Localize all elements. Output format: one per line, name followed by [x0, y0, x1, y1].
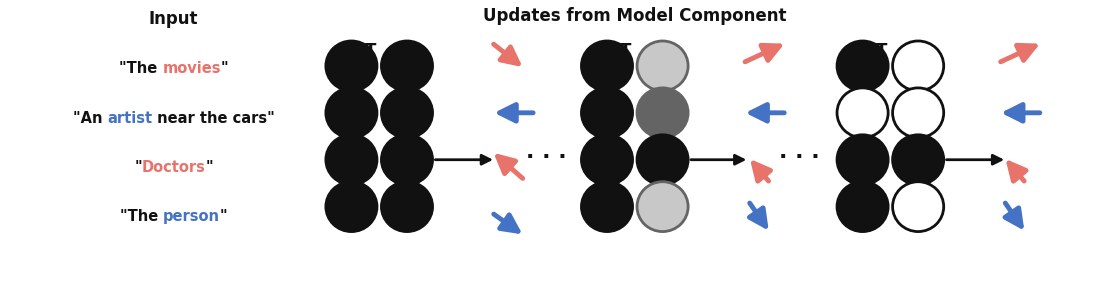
Text: ": " [219, 209, 227, 224]
Ellipse shape [326, 135, 377, 185]
Text: 0: 0 [384, 54, 392, 64]
Ellipse shape [837, 135, 888, 185]
Text: ": " [134, 160, 141, 175]
Ellipse shape [837, 88, 888, 138]
Ellipse shape [326, 182, 377, 231]
Ellipse shape [837, 41, 888, 91]
Ellipse shape [637, 182, 688, 231]
Text: "The: "The [120, 209, 163, 224]
Ellipse shape [892, 41, 944, 91]
Text: Doctors: Doctors [141, 160, 206, 175]
Text: movies: movies [163, 61, 221, 76]
Text: Input: Input [149, 10, 198, 28]
Ellipse shape [837, 182, 888, 231]
Ellipse shape [637, 41, 688, 91]
Ellipse shape [582, 135, 633, 185]
Ellipse shape [381, 88, 432, 138]
Text: "An: "An [72, 111, 107, 126]
Ellipse shape [892, 135, 944, 185]
Text: · · ·: · · · [526, 147, 566, 167]
Ellipse shape [582, 182, 633, 231]
Ellipse shape [582, 41, 633, 91]
Ellipse shape [381, 182, 432, 231]
Text: N: N [895, 54, 903, 64]
Text: ": " [205, 160, 213, 175]
Text: · · ·: · · · [779, 147, 820, 167]
Ellipse shape [326, 88, 377, 138]
Ellipse shape [381, 135, 432, 185]
Text: person: person [163, 209, 221, 224]
Ellipse shape [381, 41, 432, 91]
Text: T: T [876, 42, 887, 60]
Ellipse shape [892, 88, 944, 138]
Ellipse shape [637, 135, 688, 185]
Text: m: m [638, 54, 649, 64]
Ellipse shape [637, 88, 688, 138]
Ellipse shape [326, 41, 377, 91]
Ellipse shape [892, 182, 944, 231]
Text: T: T [620, 42, 632, 60]
Text: near the cars": near the cars" [153, 111, 275, 126]
Text: artist: artist [107, 111, 153, 126]
Text: Updates from Model Component: Updates from Model Component [483, 7, 786, 25]
Ellipse shape [582, 88, 633, 138]
Text: ": " [221, 61, 228, 76]
Text: T: T [364, 42, 377, 60]
Text: "The: "The [119, 61, 163, 76]
